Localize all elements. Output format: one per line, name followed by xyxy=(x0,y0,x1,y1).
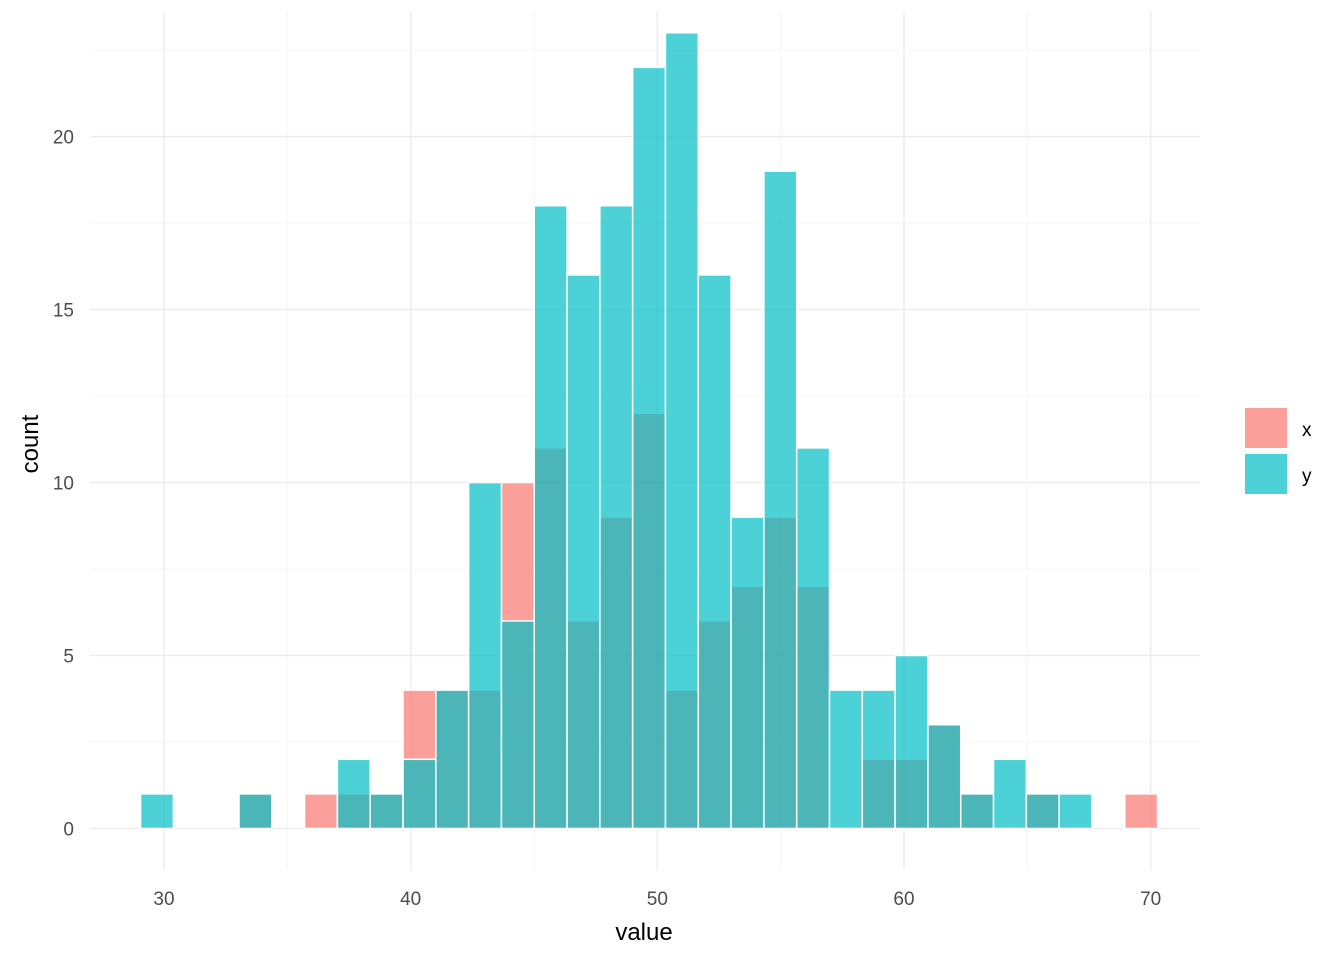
x-axis-ticks: 30 40 50 60 70 xyxy=(153,889,1161,910)
bar-y xyxy=(369,793,404,830)
legend-label-y: y xyxy=(1302,466,1312,487)
bar-y xyxy=(500,620,535,830)
bar-y xyxy=(435,689,470,830)
histogram-bars xyxy=(139,32,1159,830)
bar-x xyxy=(1124,793,1159,830)
x-tick-label: 30 xyxy=(153,889,174,910)
bar-x xyxy=(303,793,339,830)
bar-y xyxy=(730,516,765,830)
y-axis-title: count xyxy=(17,414,44,473)
bar-y xyxy=(795,447,831,830)
y-tick-label: 0 xyxy=(63,819,74,840)
x-tick-label: 60 xyxy=(893,889,914,910)
bar-y xyxy=(894,654,929,830)
bar-y xyxy=(631,66,667,830)
bar-y xyxy=(533,204,568,830)
bar-y xyxy=(238,793,273,830)
bar-y xyxy=(861,689,896,830)
legend-key-x xyxy=(1245,408,1287,448)
bar-y xyxy=(992,758,1028,830)
bar-y xyxy=(927,723,962,830)
bar-y xyxy=(664,32,700,830)
y-axis-ticks: 0 5 10 15 20 xyxy=(53,128,74,841)
bar-y xyxy=(599,204,634,830)
y-tick-label: 15 xyxy=(53,301,74,322)
legend: xy xyxy=(1245,408,1312,494)
y-tick-label: 10 xyxy=(53,474,74,495)
bar-y xyxy=(566,274,601,830)
bar-y xyxy=(763,170,798,830)
bar-y xyxy=(467,481,503,830)
bar-y xyxy=(402,758,437,830)
x-tick-label: 70 xyxy=(1140,889,1161,910)
bar-y xyxy=(959,793,995,830)
bar-y xyxy=(336,758,371,830)
legend-key-y xyxy=(1245,454,1287,494)
bar-y xyxy=(1058,793,1093,830)
bar-y xyxy=(139,793,175,830)
legend-label-x: x xyxy=(1302,420,1312,441)
bar-y xyxy=(1025,793,1060,830)
x-tick-label: 50 xyxy=(647,889,668,910)
y-tick-label: 20 xyxy=(53,128,74,149)
bar-y xyxy=(697,274,732,830)
bar-y xyxy=(828,689,864,830)
y-tick-label: 5 xyxy=(63,647,74,668)
x-axis-title: value xyxy=(615,919,672,946)
x-tick-label: 40 xyxy=(400,889,421,910)
